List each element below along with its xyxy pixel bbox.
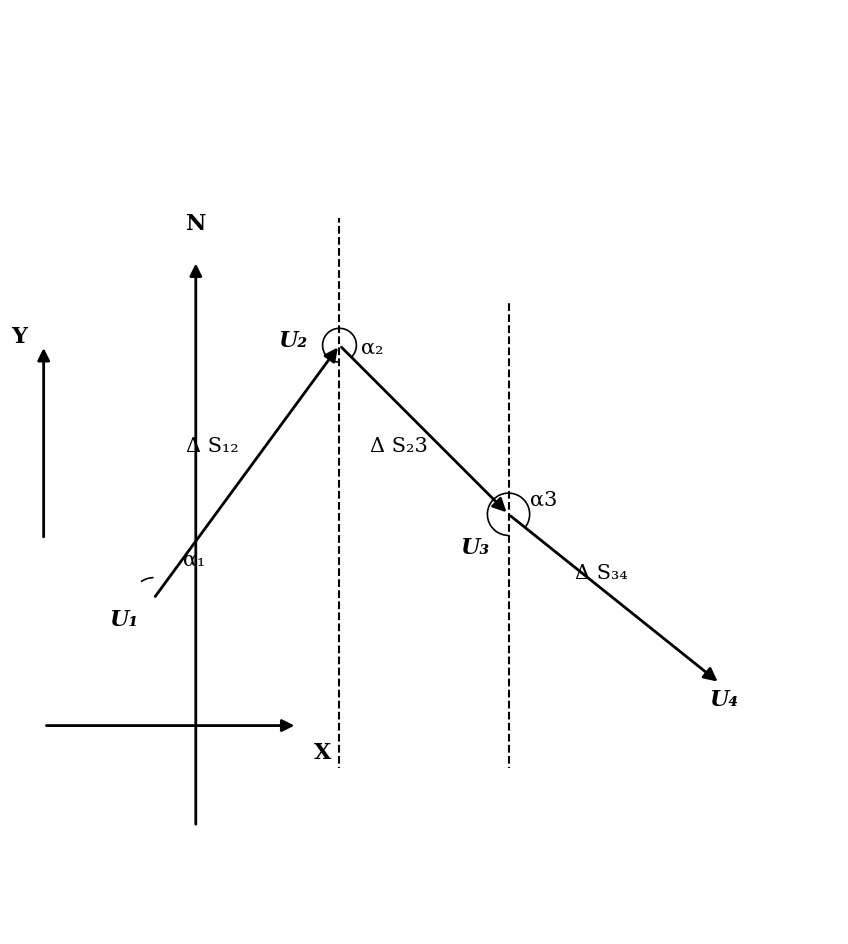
Text: N: N: [186, 213, 206, 235]
Text: Y: Y: [11, 326, 27, 347]
Text: α₂: α₂: [360, 339, 383, 358]
Text: U₂: U₂: [278, 330, 308, 352]
Text: U₁: U₁: [109, 609, 138, 631]
Text: U₃: U₃: [460, 537, 489, 559]
Text: α3: α3: [530, 491, 557, 510]
Text: Δ S₃₄: Δ S₃₄: [575, 564, 628, 583]
Text: Δ S₂3: Δ S₂3: [370, 437, 427, 456]
Text: α₁: α₁: [183, 550, 205, 569]
Text: Δ S₁₂: Δ S₁₂: [187, 437, 239, 456]
Text: X: X: [314, 743, 332, 765]
Text: U₄: U₄: [710, 689, 739, 711]
